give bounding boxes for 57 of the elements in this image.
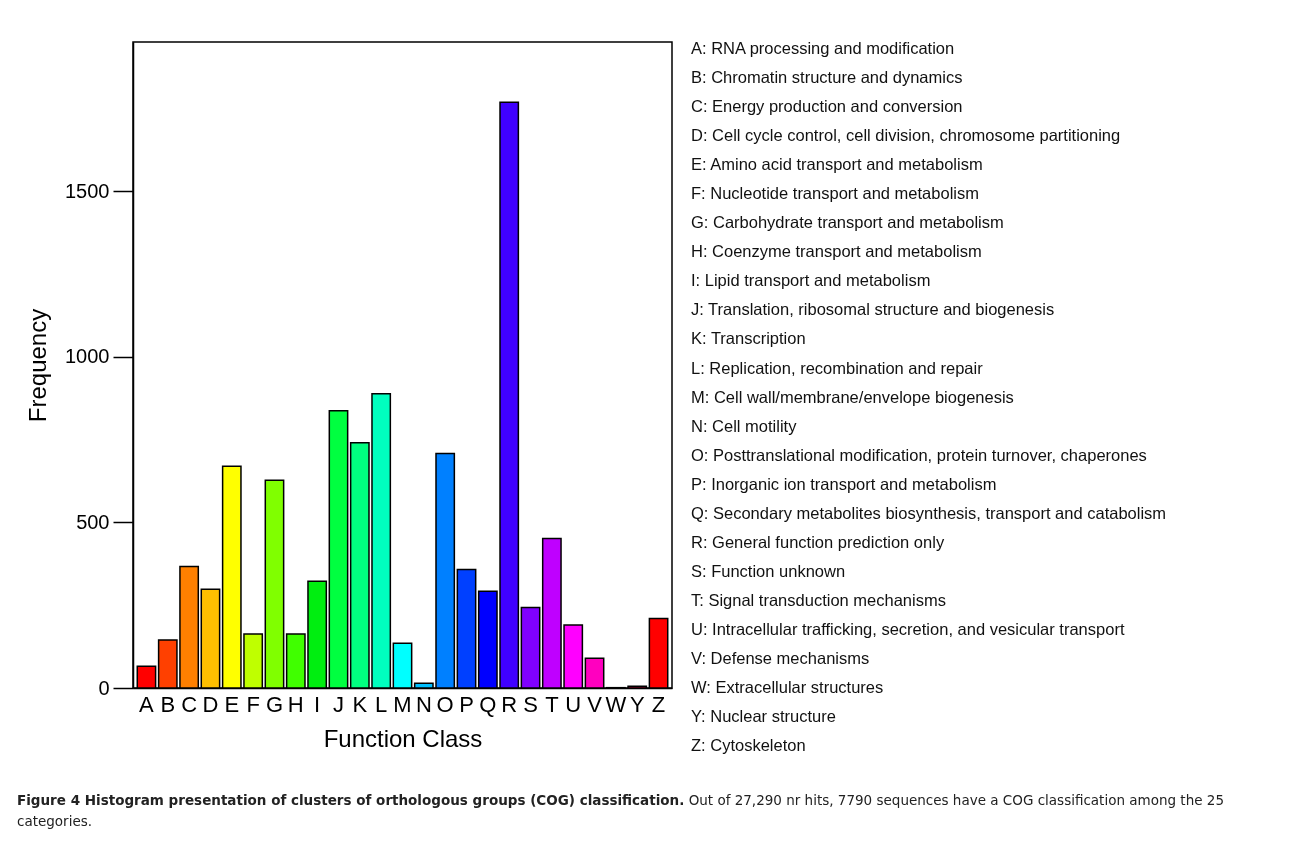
text: L: Replication, recombination and repair — [691, 357, 984, 379]
text: Figure 4 Histogram presentation of clusters of orthologous groups (COG) classification. — [17, 792, 685, 808]
x-tick-label: D — [202, 691, 219, 717]
x-tick-label: E — [224, 691, 240, 717]
x-tick-label: I — [314, 691, 321, 717]
x-tick-label: L — [375, 691, 388, 717]
text: H: Coenzyme transport and metabolism — [691, 241, 983, 263]
text: U: Intracellular trafficking, secretion, and vesicular transport — [691, 618, 1126, 640]
x-axis-title: Function Class — [323, 724, 483, 752]
x-tick-label: P — [459, 691, 474, 717]
text: N: Cell motility — [691, 415, 798, 437]
text: Q: Secondary metabolites biosynthesis, transport and catabolism — [691, 502, 1167, 524]
text: O: Posttranslational modification, protein turnover, chaperones — [691, 444, 1148, 466]
text: R: General function prediction only — [691, 531, 946, 553]
text: V: Defense mechanisms — [691, 648, 871, 669]
text: E: Amino acid transport and metabolism — [691, 154, 984, 176]
x-tick-label: J — [332, 691, 344, 717]
x-tick-label: S — [523, 691, 538, 717]
text: D: Cell cycle control, cell division, chromosome partitioning — [691, 125, 1122, 147]
y-axis-title: Frequency — [24, 308, 52, 423]
x-tick-label: A — [139, 691, 155, 717]
x-tick-label: Q — [479, 691, 497, 717]
x-tick-label: C — [181, 691, 198, 717]
x-tick-label: V — [587, 691, 603, 717]
x-tick-label: W — [605, 691, 627, 717]
x-tick-label: M — [393, 691, 412, 717]
text: Z: Cytoskeleton — [691, 735, 807, 757]
x-tick-label: O — [436, 691, 454, 717]
text: T: Signal transduction mechanisms — [691, 589, 947, 611]
text: C: Energy production and conversion — [691, 96, 964, 118]
y-tick-label: 1500 — [65, 179, 110, 202]
text: Y: Nuclear structure — [691, 706, 837, 728]
x-tick-label: H — [287, 691, 304, 717]
x-tick-label: B — [160, 691, 176, 717]
text: P: Inorganic ion transport and metabolism — [691, 473, 998, 495]
text: S: Function unknown — [691, 560, 847, 582]
x-tick-label: T — [545, 691, 559, 717]
x-tick-label: U — [565, 691, 582, 717]
text: B: Chromatin structure and dynamics — [691, 67, 964, 89]
text: W: Extracellular structures — [691, 677, 885, 699]
text: F: Nucleotide transport and metabolism — [691, 183, 980, 205]
text: A: RNA processing and modification — [691, 38, 956, 59]
x-tick-label: Y — [629, 691, 645, 717]
x-tick-label: G — [265, 691, 284, 717]
x-tick-label: F — [246, 691, 260, 717]
text: I: Lipid transport and metabolism — [691, 270, 932, 292]
y-tick-label: 500 — [76, 510, 110, 533]
text: G: Carbohydrate transport and metabolism — [691, 212, 1005, 234]
x-tick-label: K — [352, 691, 368, 717]
x-tick-label: R — [501, 691, 518, 717]
y-tick-label: 1000 — [65, 345, 110, 368]
text: M: Cell wall/membrane/envelope biogenesis — [691, 386, 1015, 408]
text: K: Transcription — [691, 328, 807, 350]
y-tick-label: 0 — [98, 676, 110, 699]
text: J: Translation, ribosomal structure and biogenesis — [691, 299, 1056, 321]
x-tick-label: N — [415, 691, 432, 717]
x-tick-label: Z — [651, 691, 666, 717]
